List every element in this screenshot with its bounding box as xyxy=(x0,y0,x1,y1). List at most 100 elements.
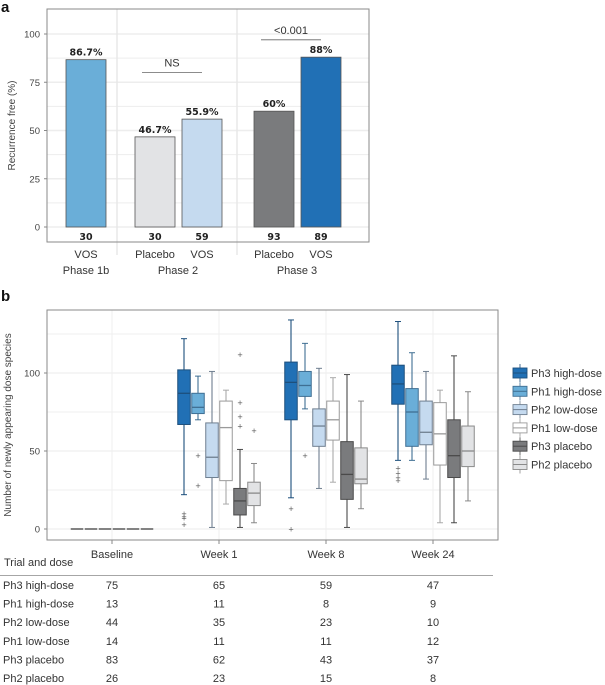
significance-label: NS xyxy=(164,58,179,70)
y-tick-label: 0 xyxy=(35,525,40,536)
outlier-point: + xyxy=(395,474,401,482)
y-tick-label: 0 xyxy=(35,223,40,234)
table-cell: 26 xyxy=(106,673,118,685)
bar xyxy=(253,110,295,228)
table-cell: 23 xyxy=(213,673,225,685)
table-row-label: Ph1 high-dose xyxy=(3,599,74,611)
bar-n-label: 89 xyxy=(314,232,327,243)
box xyxy=(405,388,419,447)
outlier-point: + xyxy=(395,465,401,473)
bar-n-label: 30 xyxy=(79,232,93,243)
y-axis-label: Recurrence free (%) xyxy=(7,80,18,170)
x-tick-label: Week 24 xyxy=(411,549,454,561)
panel-b-legend: Ph3 high-dose Ph1 high-dose Ph2 low-dose Ph… xyxy=(512,364,602,474)
y-tick-label: 50 xyxy=(29,447,40,458)
outlier-point: + xyxy=(237,423,243,431)
outlier-point: + xyxy=(181,513,187,521)
outlier-point: + xyxy=(288,526,294,534)
outlier-point: + xyxy=(181,510,187,518)
table-cell: 75 xyxy=(106,580,118,592)
outlier-point: + xyxy=(237,399,243,407)
outlier-point: + xyxy=(195,452,201,460)
box xyxy=(340,441,354,500)
bar-value-label: 60% xyxy=(263,99,286,110)
panel-a-bar-chart: 0 25 50 75 100 Recurrence free (%) 86.7% 30 VOS P… xyxy=(7,8,370,277)
outlier-point: + xyxy=(395,469,401,477)
outlier-point: + xyxy=(237,413,243,421)
y-tick-label: 100 xyxy=(24,369,40,380)
table-cell: 59 xyxy=(320,580,332,592)
box xyxy=(177,369,191,425)
bar xyxy=(134,136,176,228)
group-label: Phase 2 xyxy=(158,265,198,277)
box xyxy=(298,370,312,397)
outlier-point: + xyxy=(181,521,187,529)
table-cell: 9 xyxy=(430,599,436,611)
box xyxy=(461,425,475,468)
y-axis-label: Number of newly appearing dose species xyxy=(3,333,14,516)
table-cell: 35 xyxy=(213,617,225,629)
table-cell: 11 xyxy=(213,599,224,611)
x-tick-label: Week 8 xyxy=(307,549,344,561)
bar-category-label: Placebo xyxy=(135,249,175,261)
legend-label: Ph2 low-dose xyxy=(531,405,598,417)
bar-value-label: 55.9% xyxy=(186,107,219,118)
box xyxy=(219,400,233,482)
box xyxy=(447,419,461,479)
panel-b-count-table: Trial and dose Ph3 high-dose 75 65 59 47 Ph1 h… xyxy=(0,557,493,685)
table-cell: 8 xyxy=(323,599,329,611)
table-cell: 10 xyxy=(427,617,439,629)
table-row-label: Ph3 high-dose xyxy=(3,580,74,592)
bar xyxy=(300,56,342,228)
table-cell: 23 xyxy=(320,617,332,629)
table-cell: 44 xyxy=(106,617,118,629)
legend-label: Ph2 placebo xyxy=(531,460,592,472)
box xyxy=(233,487,247,516)
y-tick-label: 75 xyxy=(29,78,40,89)
bar xyxy=(181,118,223,228)
box xyxy=(354,447,368,485)
plot-frame xyxy=(46,8,370,243)
bar xyxy=(65,59,107,228)
outlier-point: + xyxy=(237,351,243,359)
bar-category-label: VOS xyxy=(309,249,332,261)
panel-b-letter: b xyxy=(1,288,10,305)
table-cell: 12 xyxy=(427,636,439,648)
bar-n-label: 59 xyxy=(195,232,208,243)
box xyxy=(284,361,298,421)
group-label: Phase 3 xyxy=(277,265,317,277)
table-cell: 8 xyxy=(430,673,436,685)
table-cell: 37 xyxy=(427,654,439,666)
legend-label: Ph1 high-dose xyxy=(531,386,602,398)
table-header: Trial and dose xyxy=(4,557,73,569)
box xyxy=(326,400,340,441)
table-cell: 15 xyxy=(320,673,332,685)
table-row-label: Ph2 placebo xyxy=(3,673,64,685)
table-row-label: Ph2 low-dose xyxy=(3,617,70,629)
group-label: Phase 1b xyxy=(63,265,109,277)
table-cell: 47 xyxy=(427,580,439,592)
table-cell: 43 xyxy=(320,654,332,666)
table-row-label: Ph1 low-dose xyxy=(3,636,70,648)
bar-value-label: 46.7% xyxy=(139,125,172,136)
outlier-point: + xyxy=(251,427,257,435)
box xyxy=(391,364,405,405)
legend-label: Ph3 high-dose xyxy=(531,368,602,380)
outlier-point: + xyxy=(395,477,401,485)
box xyxy=(205,422,219,479)
bar-value-label: 86.7% xyxy=(70,48,103,59)
significance-label: <0.001 xyxy=(274,25,308,37)
box xyxy=(191,392,205,415)
outlier-point: + xyxy=(302,452,308,460)
box xyxy=(247,481,261,507)
bar-value-label: 88% xyxy=(310,45,333,56)
bar-n-label: 30 xyxy=(148,232,162,243)
table-row-label: Ph3 placebo xyxy=(3,654,64,666)
table-cell: 65 xyxy=(213,580,225,592)
table-cell: 11 xyxy=(320,636,331,648)
table-cell: 11 xyxy=(213,636,224,648)
bar-category-label: VOS xyxy=(74,249,97,261)
bar-n-label: 93 xyxy=(267,232,280,243)
x-tick-label: Week 1 xyxy=(200,549,237,561)
